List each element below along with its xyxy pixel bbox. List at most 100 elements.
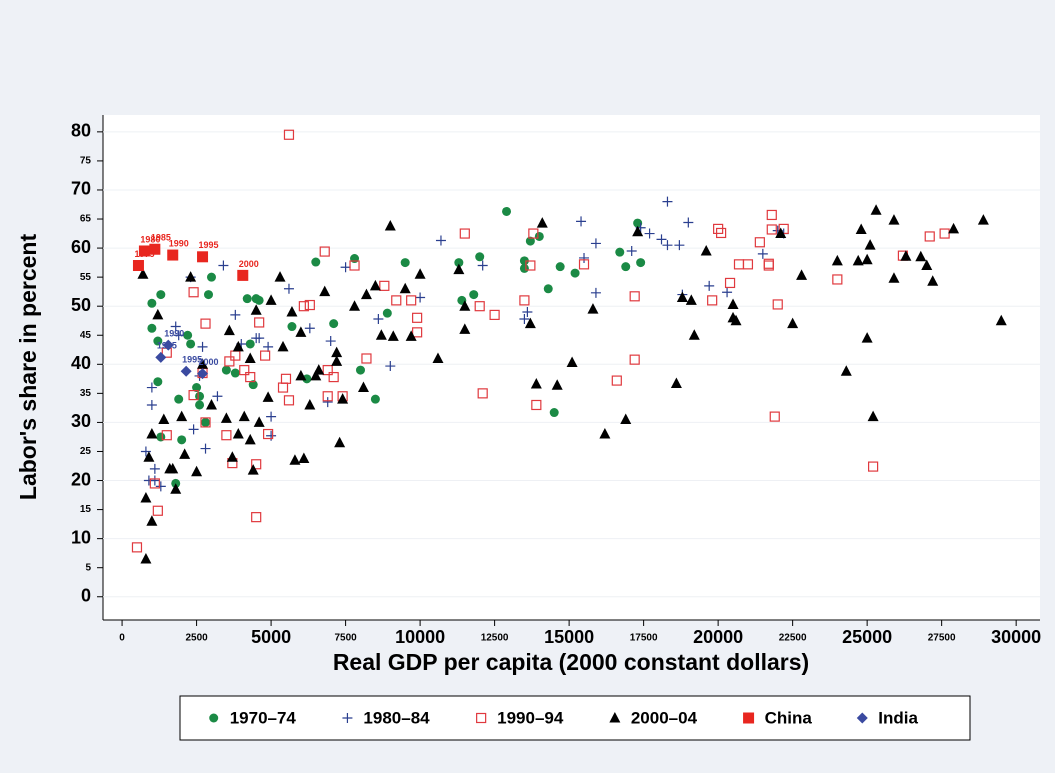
point [262,391,274,402]
point [615,247,625,257]
point [295,326,307,337]
point [685,294,697,305]
y-tick-label: 0 [81,586,91,606]
point [325,336,336,347]
y-tick-label: 5 [85,562,91,573]
point [683,217,694,228]
point [704,280,715,291]
y-tick-label: 45 [80,330,92,341]
point [286,306,298,317]
point [200,443,211,454]
point [888,214,900,225]
point [138,245,150,257]
point [674,240,685,251]
point [304,323,315,334]
point [469,290,479,300]
point [311,257,321,267]
y-tick-label: 80 [71,121,91,141]
point [852,254,864,266]
point [263,428,274,440]
point [477,388,488,399]
point [337,393,349,404]
point [176,410,188,422]
point [319,285,331,297]
point [632,225,644,237]
point [137,268,149,279]
point [232,340,244,352]
point [188,424,199,435]
point [155,481,166,492]
point [310,369,322,381]
x-tick-label: 7500 [334,633,357,644]
point [519,263,529,273]
point [186,339,196,349]
point [197,358,209,369]
point [855,223,867,234]
point [251,512,262,523]
legend-marker [209,713,219,723]
point [192,383,202,393]
point [170,483,182,494]
point [599,428,611,439]
y-tick-label: 35 [80,388,92,399]
point [149,475,160,486]
point [867,410,879,422]
point [864,239,876,250]
y-tick-label: 75 [80,156,92,167]
point [716,227,727,239]
point [369,279,381,291]
point [205,398,217,410]
legend-marker [743,712,755,724]
point-label: 2000 [239,259,259,269]
point [453,263,465,275]
point [400,258,410,268]
point [670,377,682,388]
point [245,339,255,349]
point [223,324,235,336]
point [519,256,529,266]
legend-label: India [878,708,918,727]
point [522,307,533,318]
point [384,219,396,231]
legend-marker [609,712,621,723]
legend [179,695,971,741]
point [298,452,310,463]
point [519,313,530,324]
point [188,287,199,298]
point [244,352,256,363]
point [769,411,780,422]
point [676,291,688,302]
point [662,196,673,207]
point-label: 1985 [151,233,171,243]
x-tick-label: 27500 [928,633,956,644]
point [349,300,361,311]
point [549,408,559,418]
x-axis-title: Real GDP per capita (2000 constant dolla… [333,649,809,675]
point [247,464,259,475]
y-tick-label: 50 [71,295,91,315]
point [361,353,372,364]
point [524,317,536,329]
point [232,428,244,439]
point [140,446,151,457]
legend-marker [856,712,868,724]
point [629,291,640,302]
point [254,295,264,305]
x-tick-label: 12500 [481,633,509,644]
point [832,274,843,285]
point [195,391,205,401]
point [266,411,277,422]
x-tick-label: 2500 [185,633,208,644]
point [254,333,265,344]
point [831,254,843,266]
point [204,290,214,300]
point [644,228,655,239]
point [265,294,277,305]
point [757,248,768,259]
point [149,463,160,474]
point [435,235,446,246]
point [322,391,333,402]
point [373,313,384,324]
point [531,399,542,411]
